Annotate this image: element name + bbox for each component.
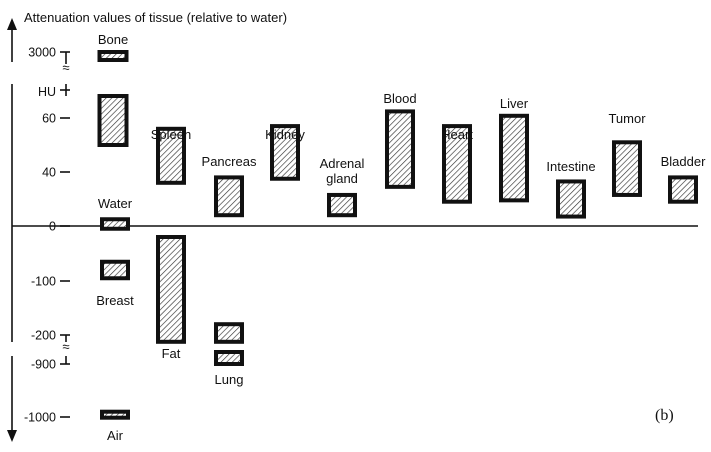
range-bar-liver [499, 113, 529, 203]
down-arrow-icon [7, 430, 17, 442]
tissue-label-heart: Heart [441, 127, 473, 142]
tissue-label-bone: Bone [98, 32, 128, 47]
tissue-label-intestine: Intestine [546, 159, 595, 174]
y-tick-label: 60 [42, 112, 56, 126]
tissue-label-water: Water [98, 196, 133, 211]
range-bar-intestine [556, 179, 586, 219]
tissue-label-blood: Blood [383, 91, 416, 106]
tissue-label-spleen: Spleen [151, 127, 191, 142]
y-tick-label: -100 [31, 275, 56, 289]
tissue-label-adrenal-gland: gland [326, 171, 358, 186]
range-bar-air [100, 409, 130, 420]
range-bar-pancreas [214, 175, 244, 218]
tissue-label-tumor: Tumor [608, 111, 646, 126]
y-tick-label: 0 [49, 220, 56, 234]
tissue-label-liver: Liver [500, 96, 529, 111]
range-bar-water [100, 217, 130, 231]
y-tick-label: 3000 [28, 46, 56, 60]
range-bar-lung-part2 [214, 350, 244, 366]
y-tick-label: -900 [31, 358, 56, 372]
range-bar-bone-part1 [97, 50, 129, 62]
y-tick-label: -200 [31, 329, 56, 343]
y-tick-label: 40 [42, 166, 56, 180]
range-bar-bone-part2 [97, 94, 129, 147]
tissue-label-breast: Breast [96, 293, 134, 308]
unit-label: HU [38, 85, 56, 99]
tissue-label-air: Air [107, 428, 124, 443]
range-bar-blood [385, 109, 415, 189]
panel-label: (b) [655, 407, 674, 424]
chart-title: Attenuation values of tissue (relative t… [24, 10, 287, 25]
axis-break-mark: ≈ [62, 60, 69, 75]
y-tick-label: -1000 [24, 411, 56, 425]
range-bar-bladder [668, 175, 698, 204]
tissue-label-kidney: Kidney [265, 127, 305, 142]
tissue-label-pancreas: Pancreas [202, 154, 257, 169]
range-bar-fat [156, 235, 186, 344]
up-arrow-icon [7, 18, 17, 30]
range-bar-spleen [156, 126, 186, 185]
range-bar-lung-part1 [214, 322, 244, 344]
range-bar-tumor [612, 140, 642, 197]
tissue-ranges: Bone Water Breast Spleen Fat Pancreas Lung Kidn… [96, 32, 706, 443]
tissue-label-bladder: Bladder [661, 154, 706, 169]
tissue-label-adrenal-gland: Adrenal [320, 156, 365, 171]
range-bar-heart [442, 124, 472, 204]
range-bar-breast [100, 259, 130, 281]
axis-break-mark: ≈ [62, 339, 69, 354]
tissue-label-lung: Lung [215, 372, 244, 387]
tissue-label-fat: Fat [162, 346, 181, 361]
range-bar-kidney [270, 124, 300, 181]
range-bar-adrenal-gland [327, 192, 357, 218]
